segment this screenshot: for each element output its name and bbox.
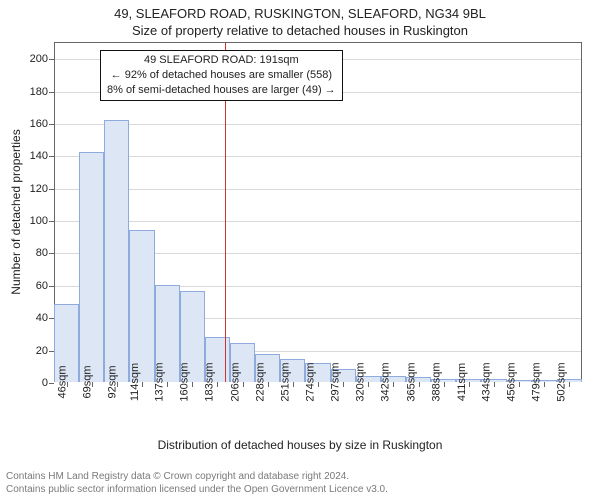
x-tick-mark bbox=[117, 382, 118, 387]
x-tick-label: 251sqm bbox=[273, 362, 291, 401]
gridline bbox=[54, 156, 581, 157]
x-tick-mark bbox=[544, 382, 545, 387]
x-tick-mark bbox=[92, 382, 93, 387]
x-tick-mark bbox=[268, 382, 269, 387]
x-tick-label: 274sqm bbox=[298, 362, 316, 401]
x-tick-mark bbox=[293, 382, 294, 387]
x-tick-label: 502sqm bbox=[550, 362, 568, 401]
x-tick-label: 183sqm bbox=[198, 362, 216, 401]
x-tick-mark bbox=[419, 382, 420, 387]
x-tick-label: 69sqm bbox=[75, 365, 93, 398]
histogram-bar bbox=[129, 230, 154, 382]
footer-line2: Contains public sector information licen… bbox=[6, 484, 388, 497]
x-tick-label: 365sqm bbox=[399, 362, 417, 401]
x-tick-mark bbox=[318, 382, 319, 387]
gridline bbox=[54, 221, 581, 222]
page-title-line1: 49, SLEAFORD ROAD, RUSKINGTON, SLEAFORD,… bbox=[0, 0, 600, 21]
x-tick-mark bbox=[519, 382, 520, 387]
x-tick-label: 92sqm bbox=[100, 365, 118, 398]
x-tick-label: 342sqm bbox=[374, 362, 392, 401]
annotation-box: 49 SLEAFORD ROAD: 191sqm ← 92% of detach… bbox=[100, 50, 343, 101]
annotation-line2: ← 92% of detached houses are smaller (55… bbox=[107, 68, 336, 83]
x-tick-label: 206sqm bbox=[223, 362, 241, 401]
x-tick-mark bbox=[469, 382, 470, 387]
x-tick-label: 160sqm bbox=[173, 362, 191, 401]
x-tick-label: 114sqm bbox=[123, 363, 141, 401]
x-tick-label: 137sqm bbox=[148, 362, 166, 401]
x-tick-label: 434sqm bbox=[474, 362, 492, 401]
x-tick-mark bbox=[393, 382, 394, 387]
x-tick-mark bbox=[192, 382, 193, 387]
x-tick-mark bbox=[67, 382, 68, 387]
x-tick-mark bbox=[444, 382, 445, 387]
x-tick-mark bbox=[142, 382, 143, 387]
annotation-line1: 49 SLEAFORD ROAD: 191sqm bbox=[107, 53, 336, 68]
page-title-line2: Size of property relative to detached ho… bbox=[0, 21, 600, 38]
y-axis-label: Number of detached properties bbox=[9, 129, 23, 294]
histogram-bar bbox=[104, 120, 129, 382]
histogram-bar bbox=[79, 152, 104, 382]
x-tick-mark bbox=[243, 382, 244, 387]
x-tick-label: 479sqm bbox=[525, 362, 543, 401]
x-tick-label: 411sqm bbox=[450, 363, 468, 401]
x-tick-label: 388sqm bbox=[424, 362, 442, 401]
footer-attribution: Contains HM Land Registry data © Crown c… bbox=[6, 471, 388, 496]
gridline bbox=[54, 189, 581, 190]
x-tick-mark bbox=[494, 382, 495, 387]
x-tick-mark bbox=[569, 382, 570, 387]
x-tick-label: 320sqm bbox=[349, 362, 367, 401]
footer-line1: Contains HM Land Registry data © Crown c… bbox=[6, 471, 388, 484]
x-tick-mark bbox=[167, 382, 168, 387]
x-tick-mark bbox=[368, 382, 369, 387]
x-tick-label: 228sqm bbox=[248, 362, 266, 401]
annotation-line3: 8% of semi-detached houses are larger (4… bbox=[107, 83, 336, 98]
x-tick-mark bbox=[217, 382, 218, 387]
x-tick-mark bbox=[343, 382, 344, 387]
x-tick-label: 456sqm bbox=[500, 362, 518, 401]
x-tick-label: 297sqm bbox=[324, 362, 342, 401]
x-axis-label: Distribution of detached houses by size … bbox=[158, 438, 443, 452]
gridline bbox=[54, 124, 581, 125]
x-tick-label: 46sqm bbox=[50, 365, 68, 398]
